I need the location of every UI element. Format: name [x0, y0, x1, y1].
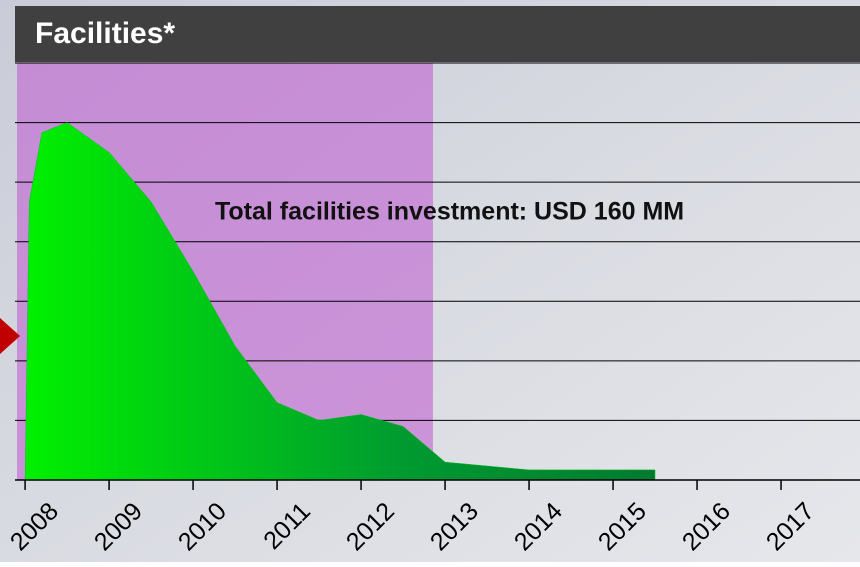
area [24, 122, 656, 481]
arrow [0, 318, 20, 354]
title-bar [15, 6, 860, 62]
annotation: Total facilities investment: USD 160 MM [215, 198, 684, 226]
chart-title: Facilities* [35, 17, 175, 50]
